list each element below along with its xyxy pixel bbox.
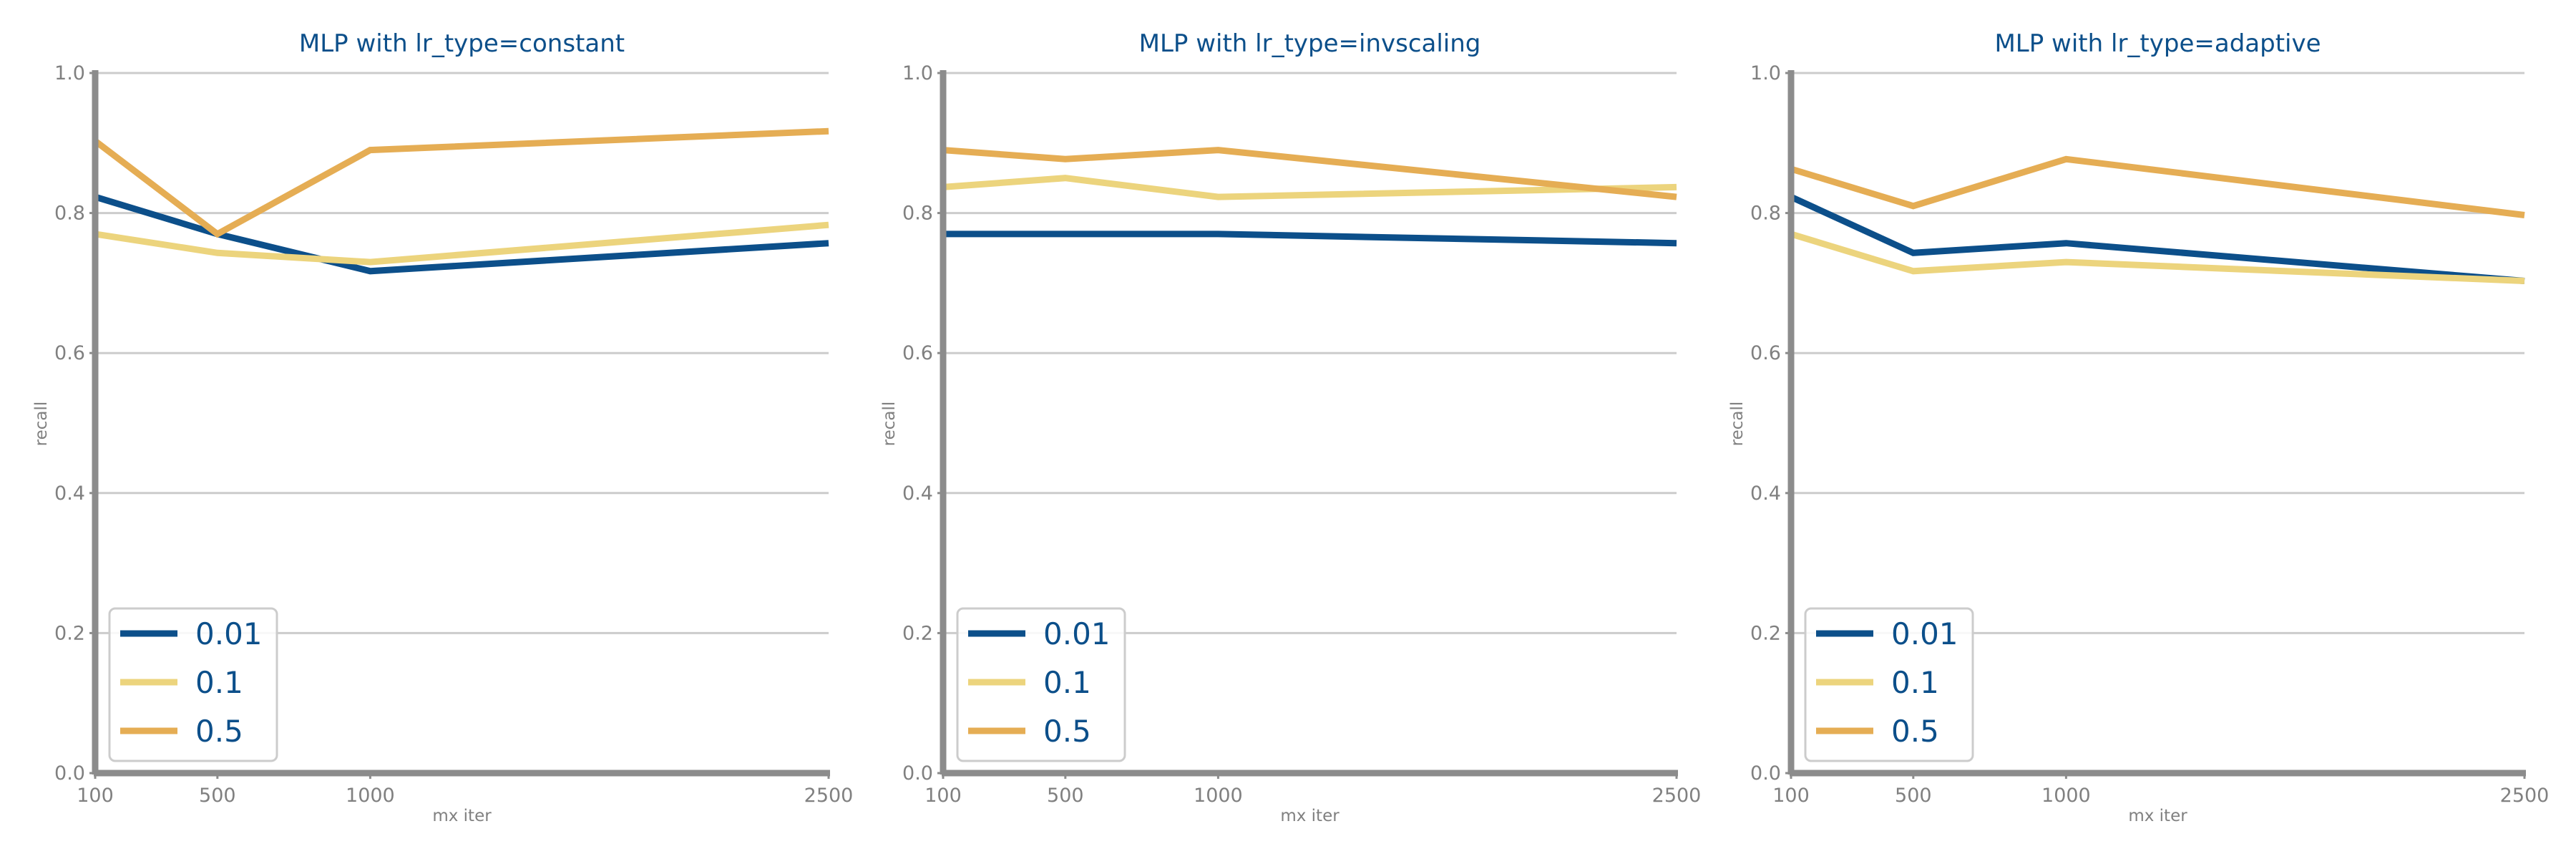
y-tick-label: 0.8 xyxy=(902,203,933,225)
chart-panel-1: 0.0 0.2 0.4 0.6 0.8 1.0 100 500 1000 2500 MLP with… xyxy=(32,29,853,825)
y-axis-label: recall xyxy=(1728,402,1747,447)
x-tick-label: 500 xyxy=(199,785,236,807)
y-tick-label: 0.2 xyxy=(902,622,933,644)
legend-label: 0.5 xyxy=(1891,714,1939,749)
series-line-0_01 xyxy=(943,230,1677,247)
legend-box xyxy=(108,607,278,762)
x-tick-label: 2500 xyxy=(804,785,854,807)
x-tick-label: 100 xyxy=(924,785,962,807)
x-tick-label: 100 xyxy=(1772,785,1810,807)
legend-label: 0.1 xyxy=(195,665,243,700)
legend: 0.01 0.1 0.5 xyxy=(1804,607,1974,762)
legend-label: 0.1 xyxy=(1043,665,1091,700)
x-tick-label: 100 xyxy=(77,785,114,807)
y-tick-label: 0.4 xyxy=(54,482,85,505)
series-line-0_01 xyxy=(94,193,829,275)
legend-box xyxy=(956,607,1126,762)
x-tick-label: 500 xyxy=(1047,785,1084,807)
series-line-0_5 xyxy=(1790,155,2525,218)
legend-label: 0.5 xyxy=(195,714,243,749)
x-tick-label: 1000 xyxy=(2041,785,2091,807)
x-tick-label: 1000 xyxy=(1194,785,1243,807)
x-tick-label: 2500 xyxy=(1652,785,1702,807)
chart-title: MLP with lr_type=adaptive xyxy=(1994,29,2321,58)
y-tick-label: 0.8 xyxy=(54,203,85,225)
y-tick-label: 0.4 xyxy=(902,482,933,505)
series-line-0_1 xyxy=(942,175,1677,200)
x-tick-label: 1000 xyxy=(346,785,395,807)
chart-panel-2: 0.0 0.2 0.4 0.6 0.8 1.0 100 500 1000 2500 MLP with… xyxy=(880,29,1701,825)
y-tick-label: 1.0 xyxy=(902,62,933,84)
y-tick-label: 0.6 xyxy=(902,342,933,364)
y-axis-label: recall xyxy=(32,402,51,447)
series-line-0_5 xyxy=(93,127,829,238)
y-tick-label: 0.0 xyxy=(1750,762,1781,785)
chart-title: MLP with lr_type=invscaling xyxy=(1139,29,1481,58)
series-line-0_5 xyxy=(942,147,1677,200)
series-line-0_1 xyxy=(1790,230,2525,284)
y-tick-label: 0.6 xyxy=(54,342,85,364)
y-tick-label: 0.2 xyxy=(1750,622,1781,644)
chart-title: MLP with lr_type=constant xyxy=(299,29,625,58)
y-axis-label: recall xyxy=(880,402,899,447)
series-line-0_01 xyxy=(1790,194,2525,284)
chart-panel-3: 0.0 0.2 0.4 0.6 0.8 1.0 100 500 1000 2500 MLP with… xyxy=(1728,29,2549,825)
y-tick-label: 1.0 xyxy=(54,62,85,84)
legend-label: 0.01 xyxy=(1891,616,1958,651)
y-tick-label: 1.0 xyxy=(1750,62,1781,84)
legend-label: 0.01 xyxy=(195,616,263,651)
x-axis-label: mx iter xyxy=(2128,807,2187,825)
x-tick-label: 2500 xyxy=(2500,785,2550,807)
x-axis-label: mx iter xyxy=(1280,807,1340,825)
y-tick-label: 0.2 xyxy=(54,622,85,644)
legend: 0.01 0.1 0.5 xyxy=(956,607,1126,762)
y-tick-label: 0.0 xyxy=(54,762,85,785)
legend-box xyxy=(1804,607,1974,762)
legend-label: 0.1 xyxy=(1891,665,1939,700)
x-axis-label: mx iter xyxy=(432,807,492,825)
legend-label: 0.01 xyxy=(1043,616,1111,651)
y-tick-label: 0.8 xyxy=(1750,203,1781,225)
x-tick-label: 500 xyxy=(1895,785,1932,807)
y-tick-label: 0.4 xyxy=(1750,482,1781,505)
y-tick-label: 0.6 xyxy=(1750,342,1781,364)
y-tick-label: 0.0 xyxy=(902,762,933,785)
series-line-0_1 xyxy=(94,221,829,266)
legend-label: 0.5 xyxy=(1043,714,1091,749)
legend: 0.01 0.1 0.5 xyxy=(108,607,278,762)
